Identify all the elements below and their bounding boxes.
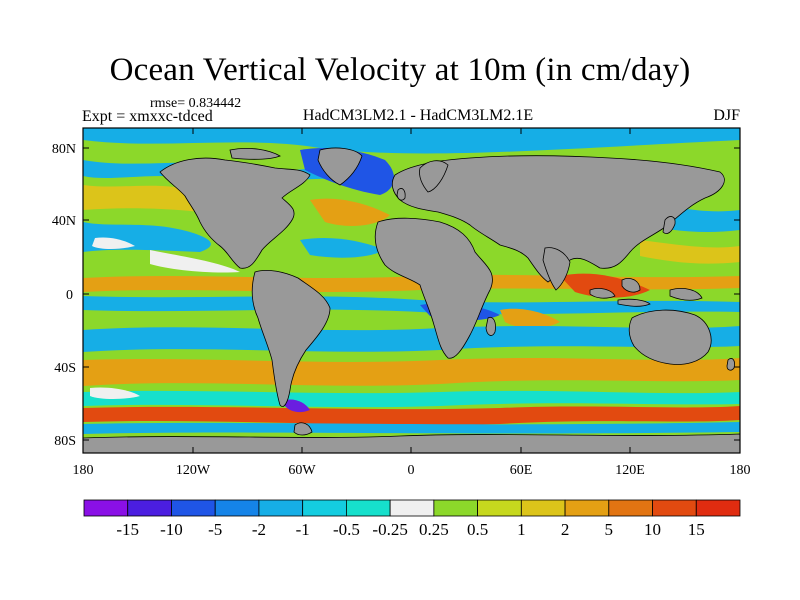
lat-label-80s: 80S: [54, 434, 76, 449]
colorbar-label: 1: [517, 520, 526, 539]
colorbar-label: -10: [160, 520, 183, 539]
ocean-field: [83, 128, 740, 453]
colorbar-segment: [520, 499, 566, 517]
antarctic-peninsula: [293, 422, 313, 436]
colorbar-label: 2: [561, 520, 570, 539]
experiment-label: Expt = xmxxc-tdced: [82, 108, 213, 125]
madagascar: [485, 316, 496, 336]
colorbar-label: -5: [208, 520, 222, 539]
colorbar-label: 15: [688, 520, 705, 539]
colorbar-segment: [302, 499, 347, 517]
south-white-patch: [90, 387, 140, 399]
lon-label-60e: 60E: [510, 463, 533, 478]
southern-ocean-orange-band: [83, 406, 740, 425]
colorbar-label: -0.5: [333, 520, 360, 539]
equatorial-cyan-band: [83, 296, 740, 315]
greenland: [317, 147, 363, 186]
india: [542, 247, 571, 291]
north-pacific-white-patch: [92, 237, 135, 249]
antarctica: [83, 433, 740, 453]
colorbar-segment: [652, 499, 697, 517]
latitude-axis: 80N 40N 0 40S 80S: [52, 142, 740, 449]
colorbar-label: 0.25: [419, 520, 449, 539]
colorbar-label: -1: [296, 520, 310, 539]
south-cyan-lower-band: [83, 390, 740, 408]
borneo: [621, 278, 641, 293]
north-america: [159, 157, 311, 269]
rmse-value: rmse= 0.834442: [150, 96, 242, 111]
indian-ocean-orange-patch: [500, 308, 560, 328]
lon-label-120w: 120W: [176, 463, 211, 478]
colorbar-segment: [564, 499, 610, 517]
colorbar-segment: [171, 499, 216, 517]
colorbar-segment: [477, 499, 522, 517]
colorbar-segment: [214, 499, 260, 517]
new-zealand: [726, 358, 735, 371]
longitude-axis: 180 120W 60W 0 60E 120E 180: [73, 128, 751, 478]
indonesia-red-patch: [560, 273, 650, 298]
colorbar-label: -15: [116, 520, 139, 539]
lon-label-0: 0: [408, 463, 415, 478]
colorbar-segment: [389, 499, 435, 517]
antarctic-cyan-band: [83, 422, 740, 434]
south-cyan-band: [83, 326, 740, 352]
lon-label-120e: 120E: [615, 463, 645, 478]
scandinavia: [419, 160, 449, 193]
java: [617, 298, 651, 307]
south-america: [251, 270, 331, 407]
west-pacific-yellow-band: [640, 240, 740, 264]
land: [83, 147, 740, 453]
colorbar-label: 10: [644, 520, 661, 539]
colorbar: -15 -10 -5 -2 -1 -0.5 -0.25 0.25 0.5 1 2 5 10 15: [83, 499, 741, 539]
lat-label-40n: 40N: [52, 214, 76, 229]
model-comparison-label: HadCM3LM2.1 - HadCM3LM2.1E: [302, 107, 534, 124]
colorbar-segment: [345, 499, 391, 517]
arctic-islands: [229, 148, 281, 160]
east-pacific-white-patch: [150, 250, 240, 273]
eurasia: [391, 155, 725, 283]
map-title: Ocean Vertical Velocity at 10m (in cm/da…: [109, 52, 691, 88]
colorbar-segment: [695, 499, 741, 517]
lon-label-180-west: 180: [73, 463, 94, 478]
colorbar-label: -2: [252, 520, 266, 539]
australia: [628, 309, 712, 365]
drake-passage-purple-patch: [285, 399, 310, 413]
colorbar-segment: [608, 499, 653, 517]
africa: [374, 217, 493, 359]
sumatra: [589, 288, 616, 299]
arctic-band: [83, 128, 740, 154]
lat-label-40s: 40S: [54, 361, 76, 376]
colorbar-label: 0.5: [467, 520, 488, 539]
lat-label-80n: 80N: [52, 142, 76, 157]
north-atlantic-orange: [310, 198, 390, 226]
japan: [662, 216, 676, 234]
colorbar-segment: [258, 499, 304, 517]
lat-label-0: 0: [66, 288, 73, 303]
colorbar-segment: [127, 499, 172, 517]
north-atlantic-cyan: [300, 238, 385, 258]
lon-label-180-east: 180: [730, 463, 751, 478]
season-label: DJF: [713, 107, 740, 124]
colorbar-segment: [433, 499, 478, 517]
colorbar-label: 5: [605, 520, 614, 539]
lon-label-60w: 60W: [288, 463, 316, 478]
colorbar-segment: [83, 499, 129, 517]
south-orange-band: [83, 358, 740, 386]
colorbar-label: -0.25: [372, 520, 407, 539]
new-guinea: [669, 288, 703, 301]
british-isles: [396, 188, 406, 201]
